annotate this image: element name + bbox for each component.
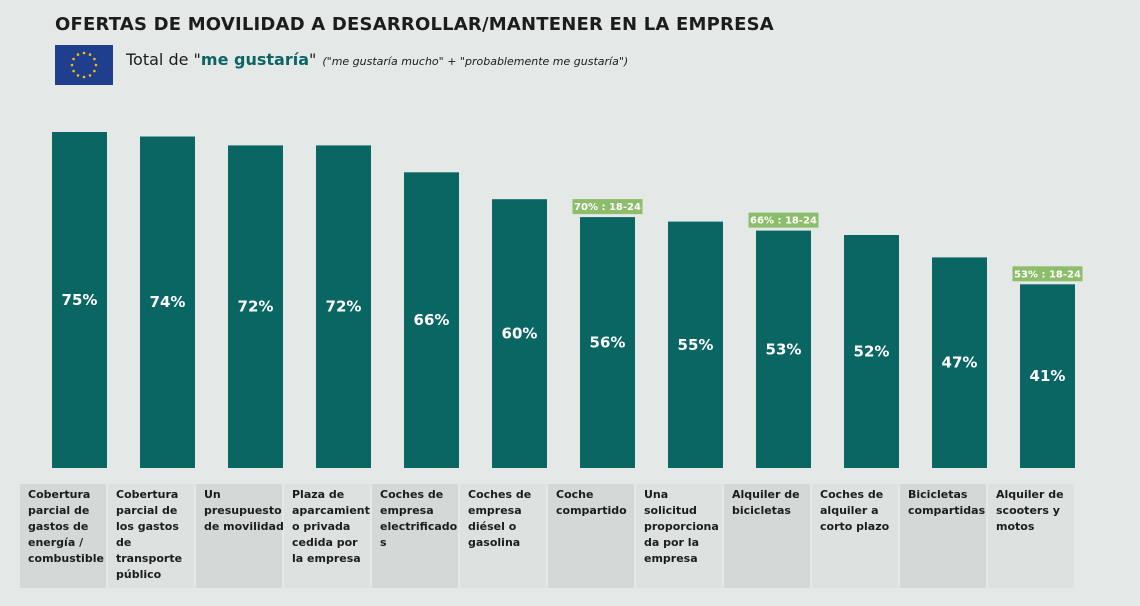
category-label-background <box>20 484 106 588</box>
flag-star <box>93 69 96 73</box>
bar-value-label: 72% <box>326 298 362 316</box>
category-label-background <box>196 484 282 588</box>
bar <box>492 199 547 468</box>
bar <box>316 145 371 468</box>
bar <box>228 145 283 468</box>
flag-star <box>82 75 86 79</box>
category-label: Cobertura parcial de gastos de energía /… <box>28 488 104 565</box>
bar-value-label: 74% <box>150 293 186 311</box>
eu-flag-stars <box>70 51 98 79</box>
age-annotation-label: 53% : 18-24 <box>1014 269 1081 280</box>
bar-value-label: 41% <box>1030 367 1066 385</box>
category-label: Plaza de aparcamiento privada cedida por… <box>292 488 370 565</box>
bar-value-label: 53% <box>766 340 802 358</box>
chart-title: OFERTAS DE MOVILIDAD A DESARROLLAR/MANTE… <box>55 14 774 35</box>
category-label: Bicicletas compartidas <box>908 488 986 517</box>
bar-value-label: 47% <box>942 354 978 372</box>
flag-star <box>88 53 92 56</box>
bar-value-label: 72% <box>238 298 274 316</box>
category-label: Coches de alquiler a corto plazo <box>820 488 890 533</box>
subtitle-suffix: " <box>308 50 317 69</box>
category-label-background <box>724 484 810 588</box>
category-label-background <box>372 484 458 588</box>
age-annotation-label: 66% : 18-24 <box>750 216 817 227</box>
flag-star <box>76 53 80 56</box>
subtitle-note: ("me gustaría mucho" + "probablemente me… <box>322 55 629 68</box>
bar <box>844 235 899 468</box>
subtitle-emphasis: me gustaría <box>200 50 309 69</box>
bar <box>580 217 635 468</box>
flag-star <box>82 51 86 55</box>
chart-subtitle: Total de "me gustaría" ("me gustaría much… <box>126 50 628 69</box>
category-label: Coche compartido <box>556 488 627 517</box>
category-label: Cobertura parcial de los gastos de trans… <box>116 488 183 581</box>
category-label-background <box>812 484 898 588</box>
category-label: Una solicitud proporcionada por la empre… <box>644 488 719 565</box>
category-label: Coches de empresa electrificados <box>380 488 458 549</box>
flag-star <box>72 57 75 61</box>
bar-value-label: 60% <box>502 325 538 343</box>
bar-value-label: 52% <box>854 343 890 361</box>
category-label-background <box>284 484 370 588</box>
bar <box>140 136 195 468</box>
flag-star <box>70 63 74 67</box>
eu-flag-icon <box>55 45 113 85</box>
category-label-background <box>988 484 1074 588</box>
age-annotation-badge <box>748 212 819 228</box>
bar <box>932 257 987 468</box>
category-label: Alquiler de scooters y motos <box>996 488 1064 533</box>
bar-value-label: 75% <box>62 291 98 309</box>
category-label-background <box>636 484 722 588</box>
bar-value-label: 66% <box>414 311 450 329</box>
age-annotation-badge <box>572 199 643 215</box>
bar <box>1020 284 1075 468</box>
age-annotation-label: 70% : 18-24 <box>574 202 641 213</box>
category-label: Alquiler de bicicletas <box>732 488 800 517</box>
flag-star <box>76 74 80 77</box>
category-label-background <box>900 484 986 588</box>
bar <box>404 172 459 469</box>
bar-value-label: 55% <box>678 336 714 354</box>
category-label-background <box>548 484 634 588</box>
flag-star <box>72 69 75 73</box>
bar <box>668 221 723 468</box>
category-label-background <box>108 484 194 588</box>
subtitle-prefix: Total de " <box>126 50 201 69</box>
category-label: Coches de empresa diésel o gasolina <box>468 488 532 549</box>
flag-star <box>93 57 96 61</box>
category-label-background <box>460 484 546 588</box>
bar <box>756 230 811 468</box>
flag-star <box>88 74 92 77</box>
age-annotation-badge <box>1012 266 1083 282</box>
bar <box>52 132 107 468</box>
flag-star <box>94 63 98 67</box>
bar-value-label: 56% <box>590 334 626 352</box>
category-label: Un presupuesto de movilidad <box>204 488 284 533</box>
